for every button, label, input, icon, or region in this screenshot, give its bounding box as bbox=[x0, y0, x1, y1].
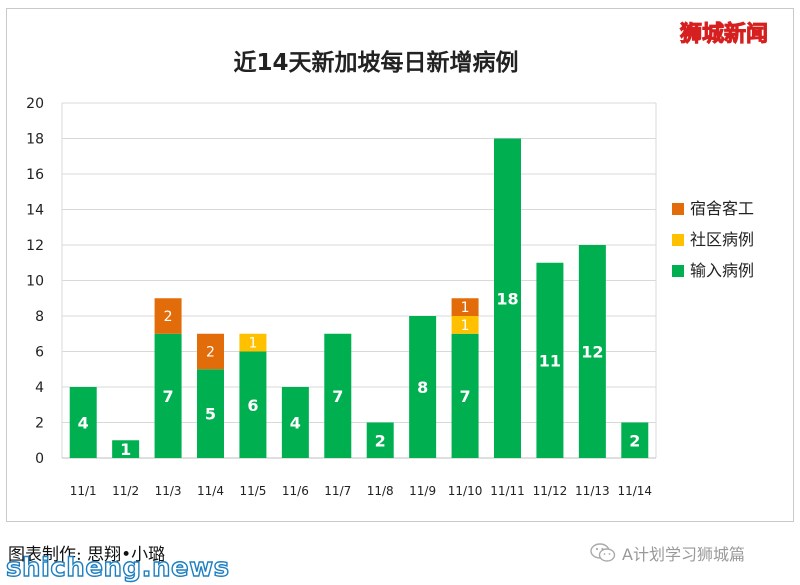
bar-data-label: 5 bbox=[205, 405, 216, 424]
x-tick-label: 11/6 bbox=[282, 484, 309, 498]
bar-segment bbox=[281, 387, 309, 458]
x-tick-label: 11/3 bbox=[155, 484, 182, 498]
bar-data-label: 2 bbox=[629, 431, 640, 450]
bar-segment bbox=[451, 333, 479, 458]
bar-data-label: 4 bbox=[78, 414, 89, 433]
x-axis-ticks: 11/1 11/2 11/3 11/4 11/5 11/6 11/7 11/8 11/9 11/1… bbox=[70, 484, 652, 498]
bar-data-label: 6 bbox=[247, 396, 258, 415]
x-tick-label: 11/12 bbox=[533, 484, 568, 498]
bar-segment bbox=[621, 422, 649, 458]
bar-data-label: 7 bbox=[460, 387, 471, 406]
bar-segment bbox=[197, 333, 224, 370]
bar-segment bbox=[154, 333, 182, 458]
bar-segment bbox=[239, 351, 267, 458]
bar-segment bbox=[409, 316, 437, 458]
bar-data-label: 8 bbox=[417, 378, 428, 397]
x-tick-label: 11/13 bbox=[575, 484, 610, 498]
y-tick-label: 6 bbox=[35, 345, 44, 361]
bar-data-label: 11 bbox=[539, 351, 561, 370]
x-tick-label: 11/7 bbox=[324, 484, 351, 498]
bar-segment bbox=[324, 333, 352, 458]
bar-data-label: 7 bbox=[332, 387, 343, 406]
y-axis-ticks: 0 2 4 6 8 10 12 14 16 18 20 bbox=[26, 96, 44, 467]
bar-segment bbox=[197, 369, 224, 458]
bar-data-label: 1 bbox=[461, 300, 470, 316]
chart-title: 近14天新加坡每日新增病例 bbox=[233, 49, 518, 76]
bar-segment bbox=[112, 440, 140, 458]
bar-segment bbox=[536, 262, 564, 458]
wechat-icon bbox=[590, 543, 616, 562]
bar-segment bbox=[366, 422, 394, 458]
brand-logo: 狮城新闻 bbox=[680, 22, 769, 48]
bar-segment bbox=[494, 138, 521, 458]
bar-segment bbox=[154, 298, 182, 334]
gridlines bbox=[61, 102, 657, 459]
bar-segment bbox=[239, 333, 267, 352]
y-tick-label: 16 bbox=[26, 167, 44, 183]
x-tick-label: 11/14 bbox=[617, 484, 652, 498]
bar-data-label: 18 bbox=[496, 289, 518, 308]
wechat-account: A计划学习狮城篇 bbox=[590, 540, 745, 566]
wechat-account-name: A计划学习狮城篇 bbox=[622, 545, 745, 564]
y-tick-label: 20 bbox=[26, 96, 44, 112]
bar-segment bbox=[451, 316, 479, 334]
bar-data-label: 2 bbox=[206, 345, 215, 361]
x-tick-label: 11/5 bbox=[239, 484, 266, 498]
bar-data-label: 2 bbox=[164, 309, 173, 325]
bar-data-label: 7 bbox=[163, 387, 174, 406]
legend-swatch bbox=[672, 234, 684, 246]
x-tick-label: 11/8 bbox=[367, 484, 394, 498]
bars bbox=[69, 138, 649, 458]
bar-data-label: 1 bbox=[248, 336, 257, 352]
credit-text: 图表制作: 思翔•小璐 bbox=[8, 545, 166, 565]
legend-label: 社区病例 bbox=[690, 230, 754, 249]
y-tick-label: 2 bbox=[35, 416, 44, 432]
x-tick-label: 11/2 bbox=[112, 484, 139, 498]
bar-segment bbox=[69, 387, 97, 458]
x-tick-label: 11/4 bbox=[197, 484, 224, 498]
legend-swatch bbox=[672, 265, 684, 277]
bar-data-label: 4 bbox=[290, 414, 301, 433]
x-tick-label: 11/1 bbox=[70, 484, 97, 498]
y-tick-label: 10 bbox=[26, 274, 44, 290]
watermark: shicheng.news bbox=[5, 552, 230, 583]
x-tick-label: 11/10 bbox=[448, 484, 483, 498]
bar-segment bbox=[578, 245, 606, 458]
chart-frame bbox=[6, 8, 794, 522]
x-tick-label: 11/9 bbox=[409, 484, 436, 498]
bar-segment bbox=[451, 298, 479, 316]
y-tick-label: 4 bbox=[35, 380, 44, 396]
x-tick-label: 11/11 bbox=[490, 484, 525, 498]
y-tick-label: 12 bbox=[26, 238, 44, 254]
y-tick-label: 18 bbox=[26, 132, 44, 148]
y-tick-label: 0 bbox=[35, 451, 44, 467]
bar-data-label: 1 bbox=[461, 318, 470, 334]
bar-data-label: 1 bbox=[120, 440, 131, 459]
bar-data-label: 12 bbox=[581, 343, 603, 362]
legend-label: 宿舍客工 bbox=[690, 199, 754, 218]
bar-data-label: 2 bbox=[375, 431, 386, 450]
legend-label: 输入病例 bbox=[690, 261, 754, 280]
legend-swatch bbox=[672, 203, 684, 215]
y-tick-label: 8 bbox=[35, 309, 44, 325]
y-tick-label: 14 bbox=[26, 203, 44, 219]
